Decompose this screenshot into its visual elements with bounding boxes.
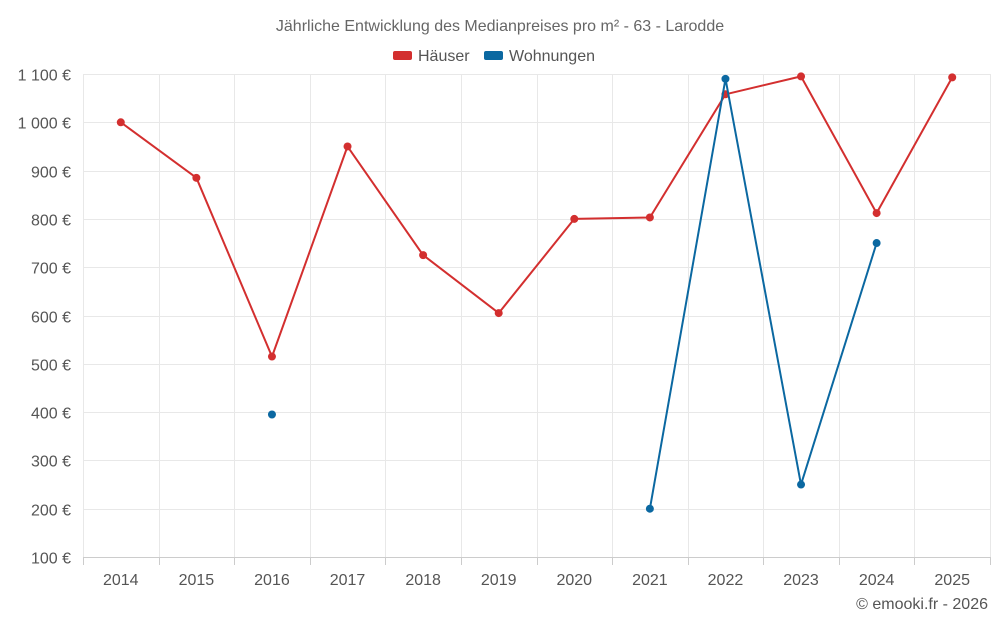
series-line-wohnungen <box>648 77 878 509</box>
credit-text: © emooki.fr - 2026 <box>856 596 988 613</box>
data-point-wohnungen[interactable] <box>872 239 881 248</box>
x-tick-label: 2018 <box>405 572 441 589</box>
y-tick-label: 300 € <box>31 454 71 471</box>
x-tick-label: 2021 <box>632 572 668 589</box>
x-tick-label: 2024 <box>859 572 895 589</box>
data-point-haeuser[interactable] <box>872 209 881 218</box>
x-tick-label: 2016 <box>254 572 290 589</box>
x-tick-label: 2019 <box>481 572 517 589</box>
data-point-haeuser[interactable] <box>116 118 125 127</box>
legend-item-wohnungen[interactable]: Wohnungen <box>484 48 595 65</box>
y-tick-label: 500 € <box>31 358 71 375</box>
legend: Häuser Wohnungen <box>393 48 595 65</box>
series <box>116 72 957 513</box>
x-tick-label: 2025 <box>934 572 970 589</box>
data-point-haeuser[interactable] <box>570 214 579 223</box>
y-tick-label: 1 000 € <box>18 116 71 133</box>
data-point-wohnungen[interactable] <box>267 410 276 419</box>
x-axis-ticks: 2014 2015 2016 2017 2018 2019 2020 2021 2022 2023… <box>83 557 991 589</box>
data-point-haeuser[interactable] <box>645 213 654 222</box>
x-tick-label: 2023 <box>783 572 819 589</box>
data-point-haeuser[interactable] <box>192 173 201 182</box>
data-point-haeuser[interactable] <box>494 309 503 318</box>
y-tick-label: 900 € <box>31 165 71 182</box>
legend-label-wohnungen: Wohnungen <box>509 48 595 65</box>
y-axis-ticks: 100 € 200 € 300 € 400 € 500 € 600 € 700 € 800 €… <box>18 68 71 568</box>
data-point-haeuser[interactable] <box>419 251 428 260</box>
chart-title: Jährliche Entwicklung des Medianpreises … <box>276 18 724 35</box>
legend-swatch-wohnungen <box>484 51 503 60</box>
legend-item-haeuser[interactable]: Häuser <box>393 48 470 65</box>
grid <box>83 74 991 558</box>
x-tick-label: 2017 <box>330 572 366 589</box>
y-tick-label: 200 € <box>31 503 71 520</box>
x-tick-label: 2014 <box>103 572 139 589</box>
data-point-wohnungen[interactable] <box>721 74 730 83</box>
y-tick-label: 400 € <box>31 406 71 423</box>
data-point-haeuser[interactable] <box>343 142 352 151</box>
data-point-haeuser[interactable] <box>948 73 957 82</box>
x-tick-label: 2020 <box>556 572 592 589</box>
legend-swatch-haeuser <box>393 51 412 60</box>
series-wohnungen <box>267 74 881 513</box>
y-tick-label: 100 € <box>31 551 71 568</box>
legend-label-haeuser: Häuser <box>418 48 470 65</box>
x-tick-label: 2022 <box>708 572 744 589</box>
y-tick-label: 700 € <box>31 261 71 278</box>
x-tick-label: 2015 <box>179 572 215 589</box>
y-tick-label: 1 100 € <box>18 68 71 85</box>
data-point-haeuser[interactable] <box>797 72 806 81</box>
data-point-wohnungen[interactable] <box>645 504 654 513</box>
y-tick-label: 800 € <box>31 213 71 230</box>
series-haeuser <box>116 72 957 361</box>
data-point-wohnungen[interactable] <box>797 480 806 489</box>
y-tick-label: 600 € <box>31 310 71 327</box>
data-point-haeuser[interactable] <box>267 352 276 361</box>
series-line-haeuser <box>120 75 954 358</box>
